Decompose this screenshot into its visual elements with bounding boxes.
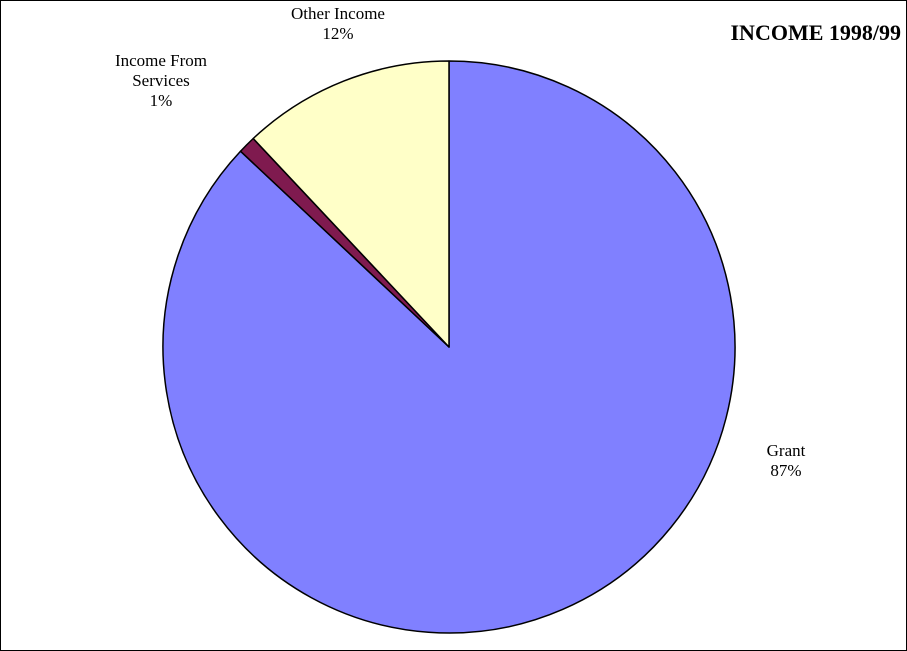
pie-slice-other-income (252, 60, 450, 348)
slice-label-other-income: Other Income 12% (291, 4, 385, 43)
slice-name-label: Income From (115, 51, 207, 70)
slice-name-label: Services (132, 71, 190, 90)
slice-name-label: Grant (767, 441, 806, 460)
slice-label-grant: Grant 87% (767, 441, 806, 480)
chart-title: INCOME 1998/99 (730, 20, 902, 45)
slice-percent-label: 12% (322, 24, 353, 43)
slice-percent-label: 87% (770, 461, 801, 480)
pie-slices (162, 60, 736, 634)
slice-label-income-from-services: Income From Services 1% (115, 51, 207, 110)
slice-labels: Grant 87% Income From Services 1% Other Incom… (115, 4, 806, 480)
slice-percent-label: 1% (150, 91, 173, 110)
slice-name-label: Other Income (291, 4, 385, 23)
